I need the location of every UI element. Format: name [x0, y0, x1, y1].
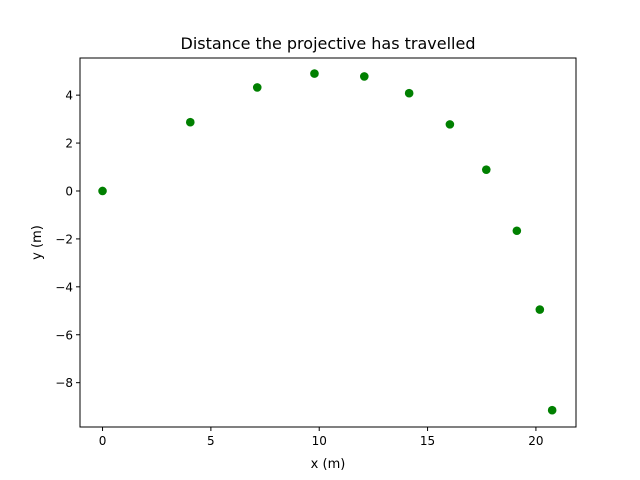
data-point	[512, 226, 522, 236]
data-point	[481, 165, 491, 174]
y-tick-label: 0	[65, 184, 73, 198]
data-point	[445, 120, 455, 129]
data-point	[98, 186, 107, 196]
plot-area	[98, 69, 557, 415]
y-tick-label: 4	[65, 89, 73, 103]
x-tick-label: 10	[312, 434, 327, 448]
data-point	[185, 117, 195, 127]
x-tick-label: 20	[528, 434, 543, 448]
data-point	[252, 83, 262, 92]
y-tick-label: −8	[55, 376, 73, 390]
y-tick-label: −4	[55, 280, 73, 294]
x-axis-label: x (m)	[311, 457, 346, 472]
x-tick-label: 5	[207, 434, 215, 448]
plot-frame	[79, 57, 577, 428]
data-point	[547, 405, 557, 415]
data-point	[535, 305, 545, 314]
y-axis: −8 −6 −4 −2 0 2 4	[55, 89, 80, 390]
x-axis: 0 5 10 15 20	[99, 427, 544, 448]
y-axis-label: y (m)	[30, 225, 45, 260]
y-tick-label: 2	[65, 137, 73, 151]
data-point	[404, 88, 414, 98]
chart-title: Distance the projective has travelled	[181, 34, 476, 53]
y-tick-label: −6	[55, 328, 73, 342]
data-point	[310, 69, 319, 78]
x-tick-label: 0	[99, 434, 107, 448]
x-tick-label: 15	[420, 434, 435, 448]
data-point	[359, 72, 369, 81]
y-tick-label: −2	[55, 232, 73, 246]
